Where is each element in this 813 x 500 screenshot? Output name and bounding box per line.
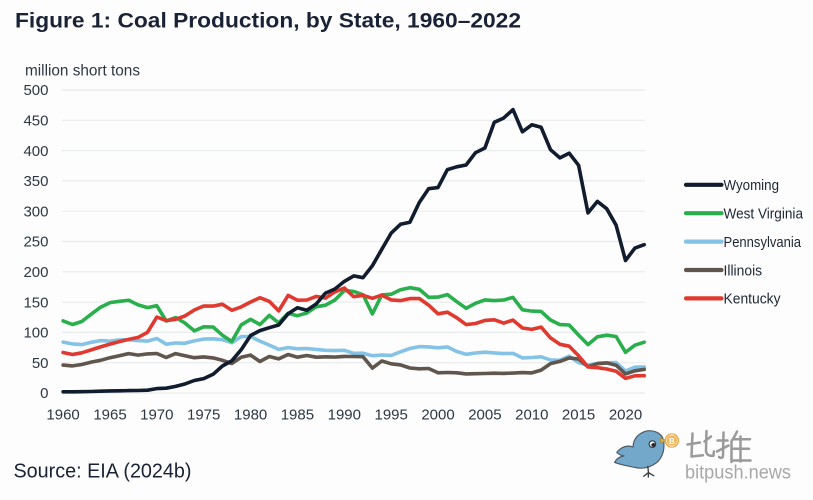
svg-text:500: 500 <box>23 82 48 99</box>
svg-text:2015: 2015 <box>562 407 595 424</box>
svg-text:million short tons: million short tons <box>25 63 140 80</box>
svg-text:1980: 1980 <box>234 407 267 424</box>
svg-text:100: 100 <box>23 325 48 342</box>
svg-text:200: 200 <box>23 264 48 281</box>
svg-text:300: 300 <box>23 203 48 220</box>
svg-text:1995: 1995 <box>375 407 408 424</box>
svg-text:50: 50 <box>32 355 49 372</box>
svg-text:2005: 2005 <box>468 407 501 424</box>
svg-text:1975: 1975 <box>187 407 220 424</box>
svg-text:2000: 2000 <box>421 407 454 424</box>
svg-text:Figure 1: Coal Production, by: Figure 1: Coal Production, by State, 196… <box>15 9 521 33</box>
svg-text:250: 250 <box>23 234 48 251</box>
svg-text:150: 150 <box>23 294 48 311</box>
svg-text:2020: 2020 <box>609 407 642 424</box>
svg-text:Source: EIA (2024b): Source: EIA (2024b) <box>14 460 192 483</box>
svg-text:450: 450 <box>23 113 48 130</box>
svg-text:0: 0 <box>40 385 48 402</box>
svg-text:1985: 1985 <box>281 407 314 424</box>
svg-text:Illinois: Illinois <box>724 262 763 279</box>
svg-text:350: 350 <box>23 173 48 190</box>
svg-text:400: 400 <box>23 143 48 160</box>
svg-text:bitpush.news: bitpush.news <box>685 461 791 483</box>
svg-text:West Virginia: West Virginia <box>724 206 804 223</box>
svg-text:1990: 1990 <box>328 407 361 424</box>
svg-text:B: B <box>669 437 675 446</box>
svg-text:Wyoming: Wyoming <box>724 177 780 194</box>
svg-text:Pennsylvania: Pennsylvania <box>724 234 802 251</box>
svg-text:2010: 2010 <box>515 407 548 424</box>
svg-text:1965: 1965 <box>93 407 126 424</box>
svg-text:Kentucky: Kentucky <box>724 291 781 308</box>
svg-text:1970: 1970 <box>140 407 173 424</box>
svg-text:1960: 1960 <box>46 407 79 424</box>
